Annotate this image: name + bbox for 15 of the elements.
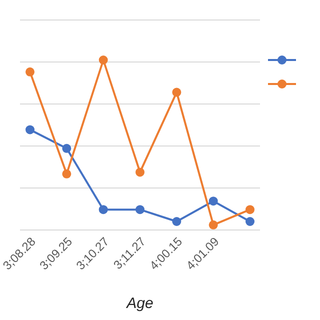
point — [246, 205, 254, 214]
point — [172, 88, 182, 97]
point — [208, 220, 218, 230]
point — [136, 205, 144, 214]
point — [246, 217, 254, 226]
x-axis-title: Age — [126, 295, 154, 312]
point — [136, 168, 144, 177]
point — [62, 169, 72, 178]
point — [172, 217, 182, 226]
point — [26, 125, 34, 134]
point — [62, 144, 72, 153]
point — [98, 56, 108, 64]
point — [98, 205, 108, 214]
point — [26, 67, 34, 76]
point — [208, 196, 218, 206]
